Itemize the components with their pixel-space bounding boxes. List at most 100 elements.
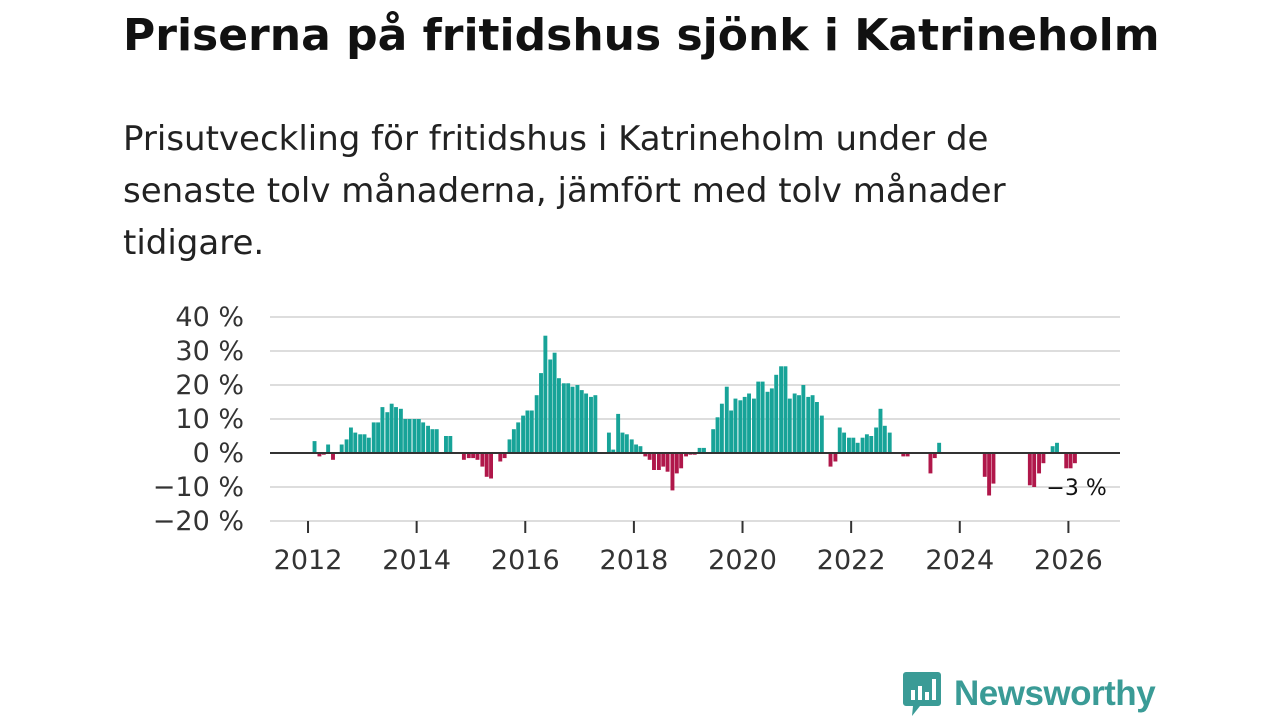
bar [507,439,512,453]
bar [434,429,439,453]
bar [760,381,765,453]
bar [380,407,385,453]
bar [847,437,851,453]
bar [765,391,770,453]
bar [620,432,625,453]
bar [860,437,865,453]
bar [557,378,561,453]
bar [819,415,824,453]
bar [385,412,390,453]
bar [1064,453,1069,469]
bar [539,373,543,453]
bar [376,422,381,453]
bar [548,359,553,453]
bar [521,415,526,453]
newsworthy-logo: Newsworthy [902,670,1156,718]
bar [932,453,937,459]
bar [412,419,417,453]
bar [887,432,892,453]
bar [448,436,453,453]
bars [312,335,1077,496]
bar [624,434,629,453]
bar [362,434,367,453]
bar [1037,453,1042,474]
bar [398,408,403,453]
bar [874,427,879,453]
bar [516,422,521,453]
bar [570,386,575,453]
bar [684,453,688,457]
bar [634,444,639,453]
bar [711,429,716,453]
x-tick-label: 2020 [708,545,777,576]
x-tick-label: 2018 [600,545,669,576]
bar [1068,453,1073,469]
bar [643,453,648,457]
bar [1072,453,1077,464]
bar [756,381,761,453]
bar [475,453,480,460]
x-tick-label: 2022 [817,545,886,576]
bar [389,403,394,453]
bar [525,410,530,453]
axes [270,452,1120,533]
bar [1055,442,1059,453]
bar [552,352,557,453]
y-tick-label: −10 % [153,472,244,503]
bar [991,453,996,484]
bar [878,408,883,453]
x-tick-label: 2026 [1034,545,1103,576]
bar [353,432,358,453]
y-tick-label: 10 % [175,404,244,435]
bar [905,453,910,457]
bar [416,419,421,453]
bar [543,335,548,453]
bar [461,453,466,460]
labels: 40 %30 %20 %10 %0 %−10 %−20 % 2012 2014 201… [153,302,1107,576]
bar [715,417,720,453]
bar [403,419,408,453]
bar [466,453,471,459]
bar [769,388,774,453]
bar [407,419,412,453]
bar [814,402,819,453]
x-tick-label: 2012 [274,545,343,576]
bar [579,390,584,453]
bar [1027,453,1032,486]
bar [317,453,322,457]
bar [480,453,485,467]
bar [810,395,815,453]
bar [575,385,580,453]
bar [679,453,684,469]
bar [751,398,756,453]
bar [665,453,670,472]
bar [647,453,652,460]
y-tick-label: 40 % [175,302,244,333]
bar [444,436,448,453]
bar [697,447,702,453]
bar [1041,453,1046,464]
bar [326,444,331,453]
bar [842,432,847,453]
x-tick-label: 2024 [925,545,994,576]
chart-subtitle: Prisutveckling för fritidshus i Katrineh… [123,119,1006,263]
y-tick-label: 30 % [175,336,244,367]
bar [629,439,634,453]
bar [742,396,747,453]
bar [344,439,349,453]
bar [511,429,516,453]
bar [426,425,430,453]
bar [638,446,643,453]
bar [593,395,598,453]
bar [430,429,435,453]
bar [747,393,751,453]
bar [674,453,679,474]
bar [312,441,317,453]
y-tick-label: 0 % [193,438,244,469]
bar [724,386,729,453]
bar [616,413,621,453]
bar [421,422,426,453]
y-tick-label: 20 % [175,370,244,401]
bar [589,396,593,453]
